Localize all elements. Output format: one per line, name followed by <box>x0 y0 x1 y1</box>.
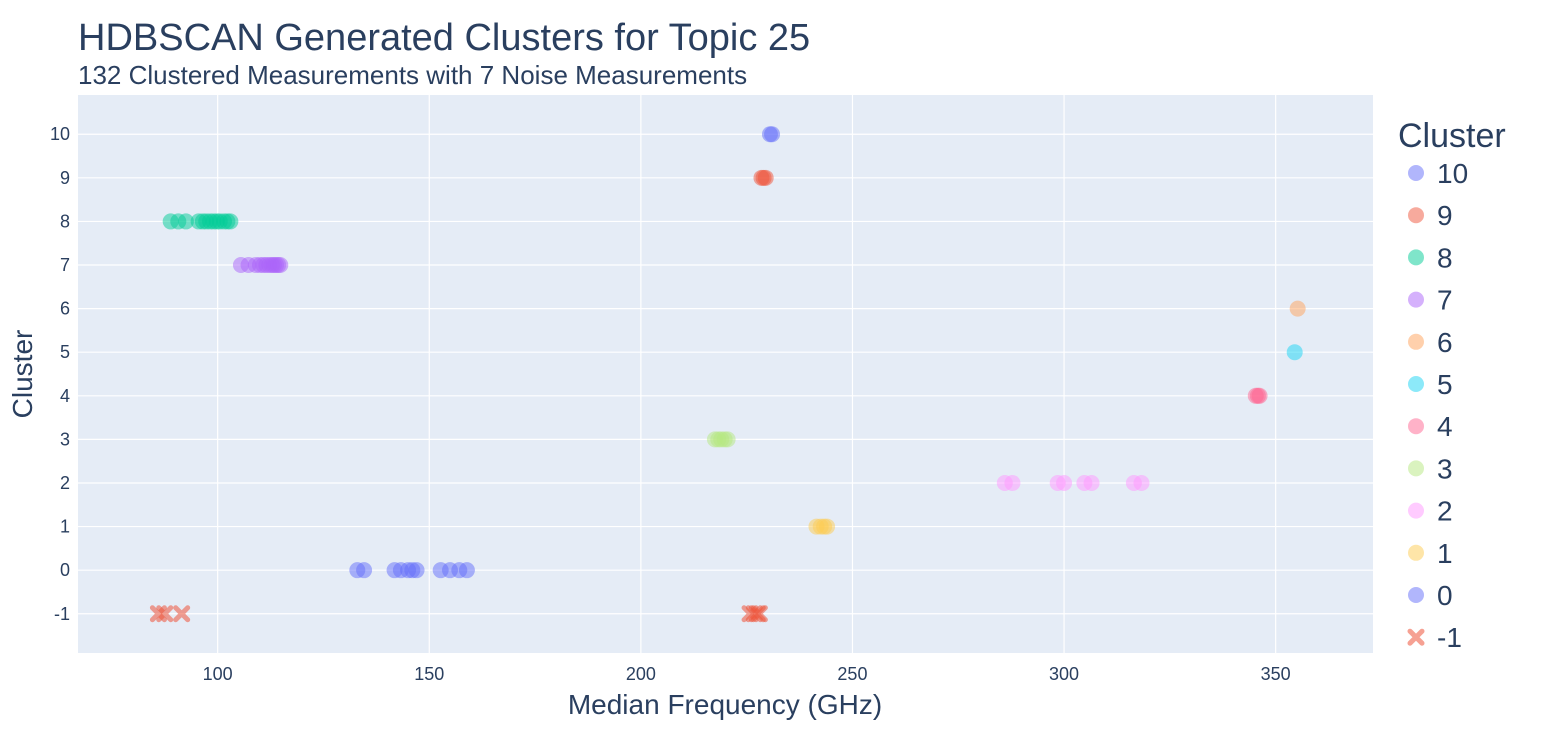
data-point <box>1056 474 1073 491</box>
x-axis-ticks: 100 150 200 250 300 350 <box>203 664 1291 684</box>
legend-item-cluster-7[interactable]: 7 <box>1408 285 1453 316</box>
legend-marker <box>1408 249 1424 266</box>
data-point <box>719 431 736 448</box>
data-point <box>1004 474 1021 491</box>
data-point <box>750 605 768 623</box>
legend-item-cluster-2[interactable]: 2 <box>1408 496 1453 527</box>
x-tick-label: 350 <box>1261 664 1291 684</box>
x-tick-label: 100 <box>203 664 233 684</box>
data-point <box>222 213 239 230</box>
series-cluster-4 <box>1247 387 1268 404</box>
data-point <box>356 562 373 579</box>
legend-label: 6 <box>1437 327 1453 358</box>
legend-label: 2 <box>1437 496 1453 527</box>
legend-label: 10 <box>1437 158 1468 189</box>
y-tick-label: 4 <box>60 386 70 406</box>
legend-marker <box>1408 502 1424 519</box>
series-cluster-1 <box>808 518 836 535</box>
series-cluster-7 <box>232 257 289 274</box>
y-axis-ticks: -1 0 1 2 3 4 5 6 7 8 9 10 <box>50 124 70 624</box>
x-tick-label: 250 <box>837 664 867 684</box>
data-point <box>458 562 475 579</box>
x-tick-label: 150 <box>414 664 444 684</box>
series-cluster-9 <box>753 169 774 186</box>
y-tick-label: 2 <box>60 473 70 493</box>
y-tick-label: 9 <box>60 168 70 188</box>
y-tick-label: 7 <box>60 255 70 275</box>
legend-label: 4 <box>1437 411 1453 442</box>
data-point <box>1133 474 1150 491</box>
legend-label: 1 <box>1437 538 1453 569</box>
legend-marker <box>1408 460 1424 477</box>
data-point <box>1251 387 1268 404</box>
y-tick-label: 1 <box>60 517 70 537</box>
series-cluster-5 <box>1286 344 1303 361</box>
legend-label: 9 <box>1437 200 1453 231</box>
y-tick-label: -1 <box>54 604 70 624</box>
legend-marker <box>1408 544 1424 561</box>
y-tick-label: 0 <box>60 560 70 580</box>
data-point <box>757 169 774 186</box>
legend-marker <box>1408 418 1424 435</box>
legend-marker <box>1408 207 1424 224</box>
chart-subtitle: 132 Clustered Measurements with 7 Noise … <box>78 60 747 90</box>
legend-marker <box>1408 165 1424 181</box>
legend-item-cluster--1[interactable]: -1 <box>1407 622 1462 653</box>
legend-marker <box>1408 376 1424 392</box>
y-tick-label: 6 <box>60 299 70 319</box>
series-cluster-10 <box>761 126 781 143</box>
series-cluster-3 <box>706 431 736 448</box>
y-tick-label: 3 <box>60 429 70 449</box>
series-cluster-6 <box>1289 300 1306 317</box>
plot-area <box>78 95 1373 653</box>
grid <box>78 95 1373 653</box>
data-point <box>408 562 425 579</box>
data-point <box>156 605 174 623</box>
legend-item-cluster-3[interactable]: 3 <box>1408 453 1453 484</box>
legend-marker <box>1408 587 1424 603</box>
data-marks <box>149 126 1306 623</box>
data-point <box>1083 474 1100 491</box>
chart-title: HDBSCAN Generated Clusters for Topic 25 <box>78 17 810 59</box>
data-point <box>173 605 191 623</box>
data-point <box>272 257 289 274</box>
legend-label: 0 <box>1437 580 1453 611</box>
series-cluster-0 <box>349 562 475 579</box>
legend-marker <box>1407 628 1425 646</box>
legend-label: 3 <box>1437 453 1453 484</box>
y-axis-title: Cluster <box>7 330 38 419</box>
series-cluster-2 <box>996 474 1150 491</box>
legend-label: -1 <box>1437 622 1462 653</box>
legend-item-cluster-9[interactable]: 9 <box>1408 200 1453 231</box>
legend-item-cluster-8[interactable]: 8 <box>1408 242 1453 273</box>
legend-item-cluster-4[interactable]: 4 <box>1408 411 1453 442</box>
legend-label: 8 <box>1437 242 1453 273</box>
legend-item-cluster-6[interactable]: 6 <box>1408 327 1453 358</box>
legend-item-cluster-0[interactable]: 0 <box>1408 580 1453 611</box>
y-tick-label: 5 <box>60 342 70 362</box>
legend-label: 7 <box>1437 285 1453 316</box>
series-cluster-8 <box>162 213 239 230</box>
data-point <box>1289 300 1306 317</box>
data-point <box>177 213 194 230</box>
legend-item-cluster-5[interactable]: 5 <box>1408 369 1453 400</box>
legend-item-cluster-1[interactable]: 1 <box>1408 538 1453 569</box>
legend-label: 5 <box>1437 369 1453 400</box>
legend-title[interactable]: Cluster <box>1398 117 1506 155</box>
data-point <box>764 126 781 143</box>
x-tick-label: 200 <box>626 664 656 684</box>
x-axis-title: Median Frequency (GHz) <box>568 689 882 720</box>
series-cluster--1 <box>149 605 768 623</box>
y-tick-label: 10 <box>50 124 70 144</box>
y-tick-label: 8 <box>60 211 70 231</box>
x-tick-label: 300 <box>1049 664 1079 684</box>
legend-marker <box>1408 291 1424 308</box>
legend-item-cluster-10[interactable]: 10 <box>1408 158 1468 189</box>
data-point <box>1286 344 1303 361</box>
legend-marker <box>1408 333 1424 350</box>
data-point <box>819 518 836 535</box>
